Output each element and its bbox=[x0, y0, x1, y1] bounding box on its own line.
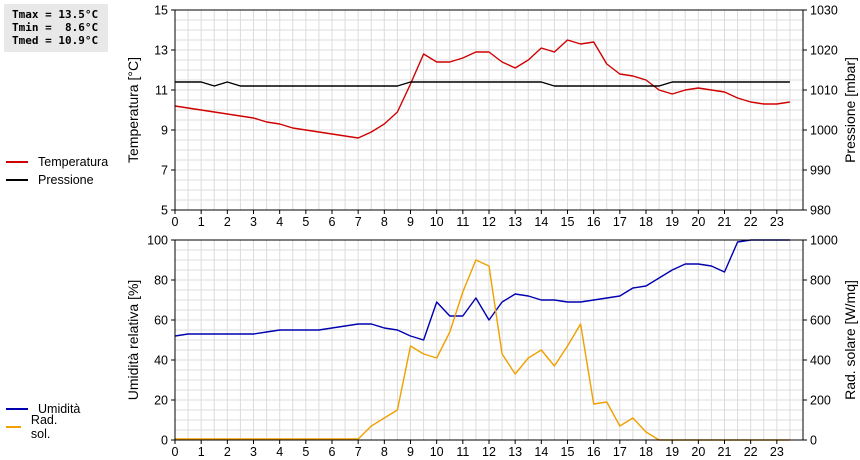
x-tick-label: 2 bbox=[224, 215, 231, 229]
x-tick-label: 1 bbox=[198, 215, 205, 229]
y-tick-label-left: 100 bbox=[147, 234, 168, 248]
y-tick-label-right: 990 bbox=[810, 164, 831, 178]
legend-swatch-umidita bbox=[6, 408, 28, 410]
legend-label-radsol: Rad. sol. bbox=[30, 413, 58, 441]
y-tick-label-right: 600 bbox=[810, 314, 831, 328]
x-tick-label: 11 bbox=[456, 445, 469, 459]
y-axis-label-left: Temperatura [°C] bbox=[125, 57, 141, 163]
y-tick-label-right: 200 bbox=[810, 394, 831, 408]
series-line-umidit bbox=[174, 239, 790, 341]
y-tick-label-right: 1030 bbox=[810, 4, 838, 18]
x-tick-label: 21 bbox=[718, 215, 732, 229]
x-tick-label: 4 bbox=[276, 215, 283, 229]
y-tick-label-right: 400 bbox=[810, 354, 831, 368]
x-tick-label: 13 bbox=[508, 215, 522, 229]
y-tick-label-left: 80 bbox=[154, 274, 168, 288]
x-tick-label: 10 bbox=[430, 215, 444, 229]
y-tick-label-left: 0 bbox=[161, 434, 168, 448]
y-tick-label-right: 0 bbox=[810, 434, 817, 448]
x-tick-label: 20 bbox=[691, 445, 705, 459]
x-tick-label: 3 bbox=[250, 215, 257, 229]
y-tick-label-right: 800 bbox=[810, 274, 831, 288]
tmax-label: Tmax = 13.5°C bbox=[12, 8, 99, 21]
x-tick-label: 15 bbox=[561, 215, 575, 229]
x-tick-label: 12 bbox=[482, 445, 496, 459]
x-tick-label: 12 bbox=[482, 215, 496, 229]
x-tick-label: 22 bbox=[744, 445, 758, 459]
x-tick-label: 17 bbox=[613, 445, 627, 459]
x-tick-label: 22 bbox=[744, 215, 758, 229]
stats-box: Tmax = 13.5°C Tmin = 8.6°C Tmed = 10.9°C bbox=[4, 4, 108, 52]
legend-label-pressione: Pressione bbox=[38, 173, 94, 187]
x-tick-label: 3 bbox=[250, 445, 257, 459]
tmed-label: Tmed = 10.9°C bbox=[12, 34, 99, 47]
x-tick-label: 13 bbox=[508, 445, 522, 459]
y-tick-label-right: 1010 bbox=[810, 84, 838, 98]
x-tick-label: 19 bbox=[665, 445, 679, 459]
x-tick-label: 15 bbox=[561, 445, 575, 459]
x-tick-label: 14 bbox=[534, 445, 548, 459]
legend-item-temperatura: Temperatura bbox=[6, 153, 108, 171]
y-axis-label-right: Rad. solare [W/mq] bbox=[842, 280, 858, 400]
legend-item-umidita: Umidità bbox=[6, 400, 80, 418]
x-tick-label: 18 bbox=[639, 215, 653, 229]
x-tick-label: 9 bbox=[407, 215, 414, 229]
x-tick-label: 19 bbox=[665, 215, 679, 229]
x-tick-label: 8 bbox=[381, 215, 388, 229]
legend-top: Temperatura Pressione bbox=[6, 153, 108, 189]
y-tick-label-right: 980 bbox=[810, 204, 831, 218]
x-tick-label: 20 bbox=[691, 215, 705, 229]
x-tick-label: 7 bbox=[355, 445, 362, 459]
y-tick-label-left: 13 bbox=[154, 44, 168, 58]
y-tick-label-left: 7 bbox=[161, 164, 168, 178]
tmin-label: Tmin = 8.6°C bbox=[12, 21, 99, 34]
x-tick-label: 7 bbox=[355, 215, 362, 229]
y-tick-label-left: 60 bbox=[154, 314, 168, 328]
x-tick-label: 10 bbox=[430, 445, 444, 459]
y-tick-label-left: 20 bbox=[154, 394, 168, 408]
x-tick-label: 1 bbox=[198, 445, 205, 459]
legend-label-temperatura: Temperatura bbox=[38, 155, 109, 169]
x-tick-label: 23 bbox=[770, 215, 784, 229]
y-axis-label-right: Pressione [mbar] bbox=[842, 57, 858, 163]
x-tick-label: 16 bbox=[587, 445, 601, 459]
series-line-temperatura bbox=[174, 39, 791, 139]
legend-swatch-temperatura bbox=[6, 161, 28, 163]
x-tick-label: 11 bbox=[456, 215, 469, 229]
x-tick-label: 17 bbox=[613, 215, 627, 229]
x-tick-label: 6 bbox=[329, 445, 336, 459]
x-tick-label: 14 bbox=[534, 215, 548, 229]
x-tick-label: 0 bbox=[172, 215, 179, 229]
x-tick-label: 21 bbox=[718, 445, 732, 459]
x-tick-label: 9 bbox=[407, 445, 414, 459]
legend-swatch-radsol bbox=[6, 426, 21, 428]
x-tick-label: 18 bbox=[639, 445, 653, 459]
x-tick-label: 5 bbox=[302, 445, 309, 459]
y-tick-label-right: 1020 bbox=[810, 44, 838, 58]
y-tick-label-left: 11 bbox=[155, 84, 168, 98]
x-tick-label: 2 bbox=[224, 445, 231, 459]
legend-swatch-pressione bbox=[6, 179, 28, 181]
y-tick-label-left: 15 bbox=[154, 4, 168, 18]
x-tick-label: 16 bbox=[587, 215, 601, 229]
y-tick-label-right: 1000 bbox=[810, 124, 838, 138]
y-tick-label-left: 40 bbox=[154, 354, 168, 368]
y-axis-label-left: Umidità relativa [%] bbox=[125, 280, 141, 401]
x-tick-label: 23 bbox=[770, 445, 784, 459]
x-tick-label: 4 bbox=[276, 445, 283, 459]
legend-item-radsol: Rad. sol. bbox=[6, 413, 64, 441]
y-tick-label-left: 5 bbox=[161, 204, 168, 218]
x-tick-label: 0 bbox=[172, 445, 179, 459]
legend-label-umidita: Umidità bbox=[38, 402, 81, 416]
series-line-pressione bbox=[175, 81, 790, 87]
legend-item-pressione: Pressione bbox=[6, 171, 108, 189]
y-tick-label-left: 9 bbox=[161, 124, 168, 138]
x-tick-label: 5 bbox=[302, 215, 309, 229]
y-tick-label-right: 1000 bbox=[810, 234, 838, 248]
x-tick-label: 6 bbox=[329, 215, 336, 229]
x-tick-label: 8 bbox=[381, 445, 388, 459]
